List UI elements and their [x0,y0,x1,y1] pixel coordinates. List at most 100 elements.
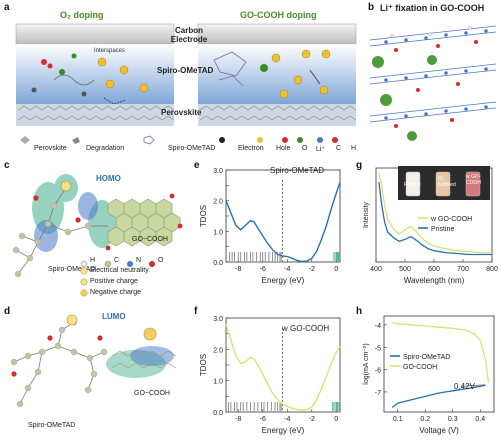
panel-h-label: h [356,306,363,317]
panel-a: O₂ doping GO-COOH doping Carbon Electrod… [14,10,360,156]
spiro-layer-left [16,44,174,104]
y-tick-label: 1.0 [213,379,223,386]
panel-e: 0.0 1.0 2.0 3.0 -8 -6 -4 -2 0 TDOS Energy (eV) Spi… [198,162,348,286]
x-tick-label: 0 [334,416,338,423]
x-tick-label: 0.1 [393,416,403,423]
legend-text: Pristine [431,226,454,233]
legend-text: Spiro-OMeTAD [403,354,450,361]
y-tick-label: 2.0 [213,347,223,354]
electron-icon [219,137,225,143]
y-tick-label: 2.0 [213,199,223,206]
e-annotation: Spiro-OMeTAD [270,166,325,175]
x-tick-label: 500 [399,266,411,273]
panel-b-label: b [368,2,375,13]
panel-b-title: Li⁺ fixation in GO-COOH [380,3,485,13]
perovskite-icon [20,136,30,144]
note-positive: Positive charge [90,278,138,285]
x-axis-label: Energy (eV) [262,426,305,435]
legend-c: C [336,145,342,152]
positive-marker [66,314,78,326]
x-tick-label: -6 [260,266,266,273]
legend-atom-n: N [136,257,142,264]
x-tick-label: 800 [486,266,498,273]
iv-line [392,322,490,384]
panel-d-label: d [4,306,11,317]
carbon-electrode-label: Carbon Electrode [170,26,208,44]
legend-spiro: Spiro-OMeTAD [168,145,216,152]
panel-g: 400 500 600 700 800 w GO-COOH Pristine Intensit… [360,162,500,286]
c-spiro-label: Spiro-OMeTAD [48,266,96,273]
c-go-cooh-label: GO−COOH [132,236,168,243]
panel-a-legend-icons [20,135,338,145]
pl-line [378,182,492,256]
note-neutral: Electrical neutrality [90,267,149,274]
homo-label: HOMO [96,174,121,183]
x-tick-label: -8 [235,266,241,273]
x-tick-label: 0.2 [420,416,430,423]
panel-b [366,16,500,144]
plot-frame [225,169,341,263]
perovskite-layer-right [198,104,356,126]
panel-e-label: e [194,160,200,171]
legend-hole: Hole [276,145,291,152]
x-axis-label: Voltage (V) [419,426,459,435]
particles-right [213,49,331,99]
vial-gocooh: w GO-COOH [466,174,481,186]
o2-doping-title: O₂ doping [60,10,104,20]
x-axis-label: Energy (eV) [262,276,305,285]
panel-a-label: a [4,2,10,13]
legend-atom-o: O [158,257,164,264]
y-tick-label: -6 [375,368,381,375]
panel-c-legend: H C N O Electrical neutrality Positive c… [80,256,190,302]
plot-frame [383,315,495,413]
homo-molecule [12,174,183,278]
x-tick-label: 700 [457,266,469,273]
go-cooh-lattice [369,25,497,141]
legend-electron: Electron [238,145,264,152]
legend-atom-c: C [114,257,120,264]
f-annotation: w GO-COOH [282,324,330,333]
iv-line [391,384,486,409]
perovskite-layer-left [16,104,174,126]
carbon-layer-left [15,23,175,45]
perovskite-lattice [17,105,357,121]
y-tick-label: 0.0 [213,410,223,417]
y-tick-label: 3.0 [213,316,223,323]
li-ions [372,55,437,141]
y-tick-label: -5 [375,345,381,352]
y-tick-label: 0.0 [213,260,223,267]
x-tick-label: 600 [428,266,440,273]
d-go-cooh-label: GO−COOH [134,390,170,397]
gocooh-doping-title: GO-COOH doping [240,10,317,20]
neutral-marker [60,180,72,192]
vial-o2: O₂ bubbled [438,176,456,188]
legend-perovskite: Perovskite [34,145,67,152]
tdos-line [225,324,341,411]
y-tick-label: -4 [375,323,381,330]
panel-c: HOMO GO−COOH Spiro-OMeTAD [8,166,186,286]
pl-line [378,172,492,254]
y-axis-label: TDOS [199,205,208,227]
legend-atom-h: H [90,257,96,264]
panel-f-label: f [194,306,198,317]
x-tick-label: 0.3 [448,416,458,423]
legend-li: Li⁺ [316,146,326,153]
x-tick-label: 0 [334,266,338,273]
x-tick-label: -2 [309,266,315,273]
panel-f: 0.0 1.0 2.0 3.0 -8 -6 -4 -2 0 TDOS Energy (eV) w G… [198,310,348,436]
x-tick-label: 0.4 [475,416,485,423]
panel-d: LUMO GO−COOH Spiro-OMeTAD [8,312,188,438]
panel-g-label: g [356,160,363,171]
oxygen-icon [282,137,288,143]
atom-legend-icons [80,260,155,268]
vials-photo [398,166,490,200]
panel-a-diagram [15,23,357,145]
y-axis-label: log(mA cm⁻²) [363,343,370,384]
d-spiro-label: Spiro-OMeTAD [28,422,76,429]
y-tick-label: 3.0 [213,168,223,175]
panel-c-label: c [4,160,10,171]
x-tick-label: 400 [370,266,382,273]
particles-left [31,53,149,105]
hole-icon [257,137,263,143]
spiro-icon [143,135,155,145]
